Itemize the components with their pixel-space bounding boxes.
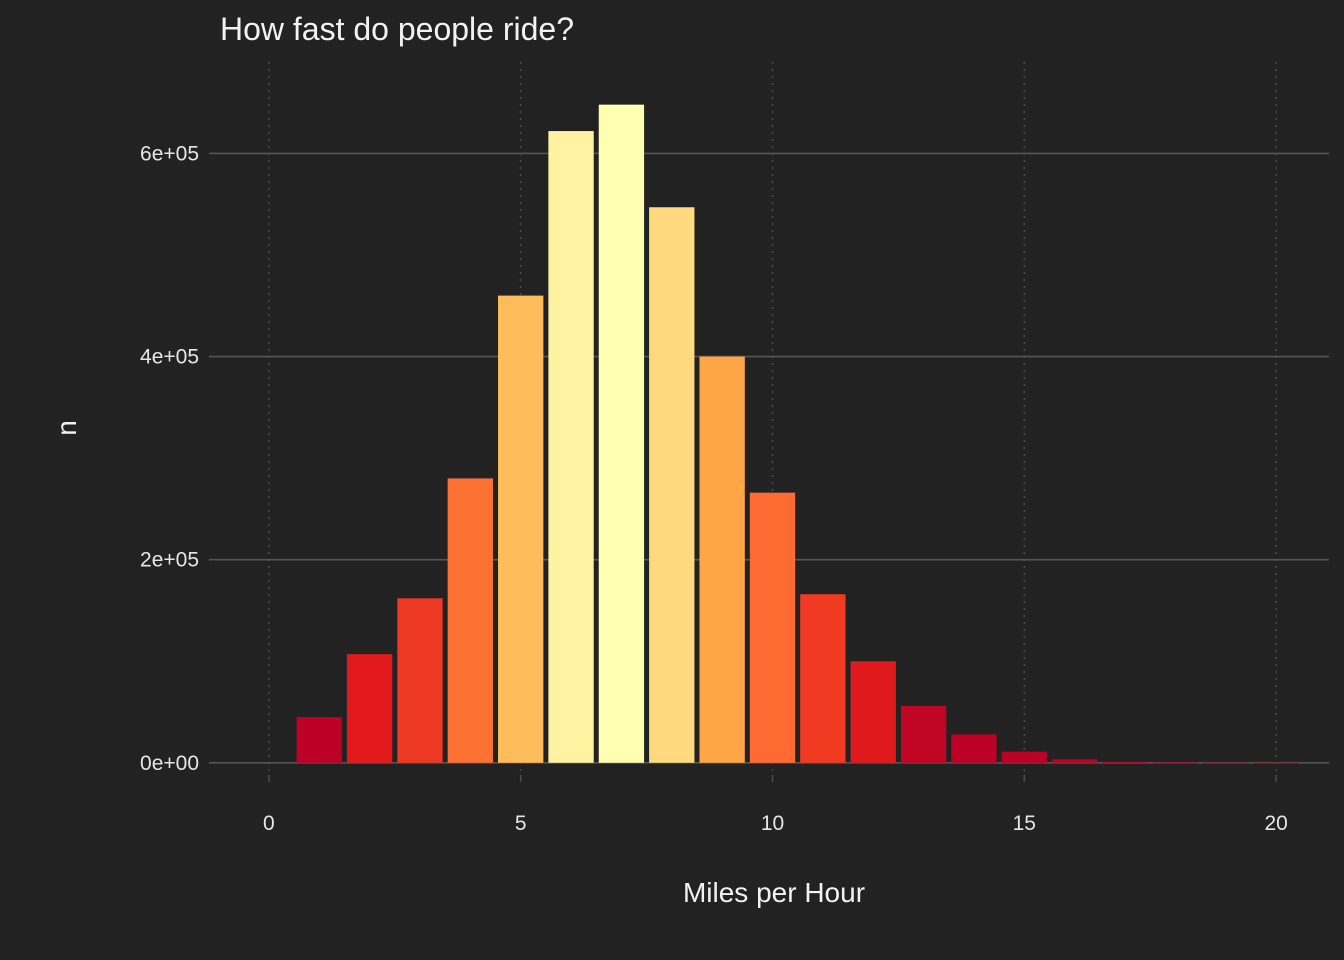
bar-3 (397, 598, 443, 763)
bar-5 (498, 295, 544, 763)
bar-10 (749, 492, 796, 763)
x-axis-ticks: 0 5 10 15 20 (263, 775, 1288, 835)
x-tick-label: 5 (515, 812, 527, 835)
bar-12 (850, 661, 896, 763)
bar-6 (548, 131, 594, 763)
bars-group (296, 104, 1299, 764)
chart-title: How fast do people ride? (220, 11, 574, 47)
bar-7 (598, 104, 645, 763)
x-tick-label: 0 (263, 812, 275, 835)
y-tick-label: 6e+05 (140, 142, 199, 165)
bar-1 (296, 717, 342, 763)
bar-20 (1253, 762, 1299, 764)
x-tick-label: 20 (1264, 812, 1287, 835)
bar-13 (900, 705, 947, 763)
bar-8 (649, 207, 695, 763)
x-tick-label: 10 (761, 812, 784, 835)
bar-9 (699, 356, 745, 763)
bar-19 (1203, 762, 1249, 764)
bar-17 (1102, 761, 1148, 763)
bar-4 (447, 478, 493, 763)
bar-11 (800, 594, 846, 763)
bar-14 (951, 734, 997, 763)
x-axis-title: Miles per Hour (683, 877, 865, 908)
x-tick-label: 15 (1013, 812, 1036, 835)
y-tick-label: 2e+05 (140, 549, 199, 572)
bar-2 (346, 654, 393, 763)
bar-16 (1052, 759, 1098, 763)
bar-15 (1001, 751, 1047, 763)
y-axis-ticks: 0e+00 2e+05 4e+05 6e+05 (140, 142, 216, 775)
bar-18 (1152, 762, 1199, 764)
y-tick-label: 0e+00 (140, 752, 199, 775)
y-tick-label: 4e+05 (140, 346, 199, 369)
y-axis-title: n (51, 420, 82, 436)
